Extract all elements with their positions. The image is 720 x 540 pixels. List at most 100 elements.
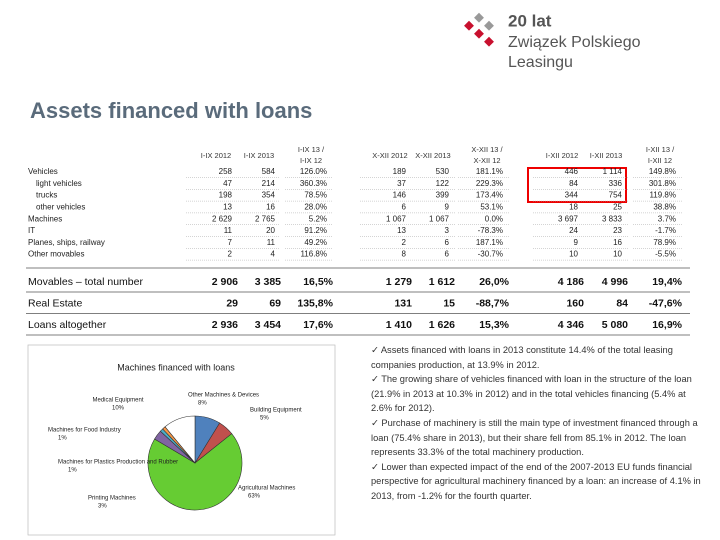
cell: 119.8% [649, 191, 676, 200]
cell: 399 [436, 191, 450, 200]
pie-title: Machines financed with loans [117, 362, 235, 372]
cell: 2 906 [212, 276, 238, 288]
cell: 2 936 [212, 319, 238, 331]
bullet: ✓ The growing share of vehicles financed… [371, 374, 692, 414]
cell: 3 [445, 226, 450, 235]
cell: 5.2% [309, 214, 327, 223]
pie-frame [27, 344, 336, 536]
bullet: ✓ Lower than expected impact of the end … [371, 461, 701, 501]
cell: 4 [271, 250, 276, 259]
cell: 258 [219, 167, 233, 176]
column-header: X-XII 2012 [372, 151, 407, 160]
column-header: I-XII 2012 [546, 151, 579, 160]
cell: 530 [436, 167, 450, 176]
cell: -78.3% [478, 226, 503, 235]
cell: 10 [569, 250, 578, 259]
cell: 47 [223, 179, 232, 188]
cell: -30.7% [478, 250, 503, 259]
cell: 5 080 [602, 319, 628, 331]
cell: -5.5% [655, 250, 676, 259]
cell: 229.3% [476, 179, 503, 188]
cell: 11 [224, 226, 233, 235]
cell: 23 [613, 226, 622, 235]
row-label: IT [28, 226, 35, 235]
cell: 1 612 [429, 276, 455, 288]
logo-text: Związek Polskiego [508, 34, 641, 51]
column-header: I-IX 13 /I-IX 12 [298, 145, 325, 165]
slice-name: Agricultural Machines [238, 486, 295, 492]
cell: 344 [565, 191, 579, 200]
cell: 1 067 [386, 214, 407, 223]
cell: 9 [445, 203, 450, 212]
cell: 9 [574, 238, 579, 247]
cell: 24 [569, 226, 578, 235]
column-header: X-XII 13 /X-XII 12 [471, 145, 503, 165]
cell: 17,6% [303, 319, 333, 331]
logo-text: 20 lat [508, 11, 552, 30]
cell: 78.5% [304, 191, 327, 200]
cell: 336 [609, 179, 623, 188]
row-label: Movables – total number [28, 276, 143, 288]
title: Assets financed with loans [30, 98, 312, 123]
cell: 2 629 [212, 214, 233, 223]
cell: 584 [262, 167, 276, 176]
cell: 6 [445, 238, 450, 247]
cell: 37 [397, 179, 406, 188]
column-header: I-XII 13 /I-XII 12 [646, 145, 675, 165]
cell: 146 [393, 191, 407, 200]
slice-value: 10% [112, 406, 125, 412]
cell: 198 [219, 191, 233, 200]
cell: 16 [266, 203, 275, 212]
cell: 25 [613, 203, 622, 212]
cell: 15 [443, 297, 455, 309]
cell: 20 [266, 226, 275, 235]
cell: 78.9% [653, 238, 676, 247]
cell: 1 410 [386, 319, 412, 331]
row-label: Planes, ships, railway [28, 238, 105, 247]
cell: 122 [436, 179, 450, 188]
cell: 13 [223, 203, 232, 212]
cell: 29 [226, 297, 238, 309]
cell: 0.0% [485, 214, 503, 223]
slice-name: Machines for Plastics Production and Rub… [58, 460, 178, 466]
cell: 11 [267, 238, 276, 247]
cell: 69 [269, 297, 281, 309]
logo-text: Leasingu [508, 54, 573, 71]
cell: 3.7% [658, 214, 676, 223]
slice-value: 3% [98, 504, 107, 510]
slice-value: 63% [248, 494, 261, 500]
slice-name: Machines for Food Industry [48, 428, 121, 434]
cell: 126.0% [300, 167, 327, 176]
cell: 7 [228, 238, 233, 247]
slice-value: 5% [260, 416, 269, 422]
cell: 28.0% [304, 203, 327, 212]
slice-name: Medical Equipment [92, 398, 143, 404]
row-label: Other movables [28, 250, 84, 259]
cell: 15,3% [479, 319, 509, 331]
cell: 13 [397, 226, 406, 235]
cell: 4 186 [558, 276, 584, 288]
cell: 3 454 [255, 319, 281, 331]
cell: 84 [616, 297, 628, 309]
slice-value: 1% [68, 468, 77, 474]
slice-value: 8% [198, 401, 207, 407]
cell: 53.1% [480, 203, 503, 212]
cell: 189 [393, 167, 407, 176]
row-label: Loans altogether [28, 319, 107, 331]
logo-icon [464, 12, 494, 47]
cell: 2 [228, 250, 233, 259]
cell: 360.3% [300, 179, 327, 188]
cell: 301.8% [649, 179, 676, 188]
slice-name: Printing Machines [88, 496, 136, 502]
cell: 173.4% [476, 191, 503, 200]
highlight-box [527, 167, 627, 203]
slice-name: Building Equipment [250, 408, 302, 414]
cell: 1 279 [386, 276, 412, 288]
cell: 354 [262, 191, 276, 200]
column-header: I-IX 2013 [244, 151, 274, 160]
cell: 116.8% [300, 250, 327, 259]
slice-value: 1% [58, 436, 67, 442]
row-label: trucks [36, 191, 57, 200]
